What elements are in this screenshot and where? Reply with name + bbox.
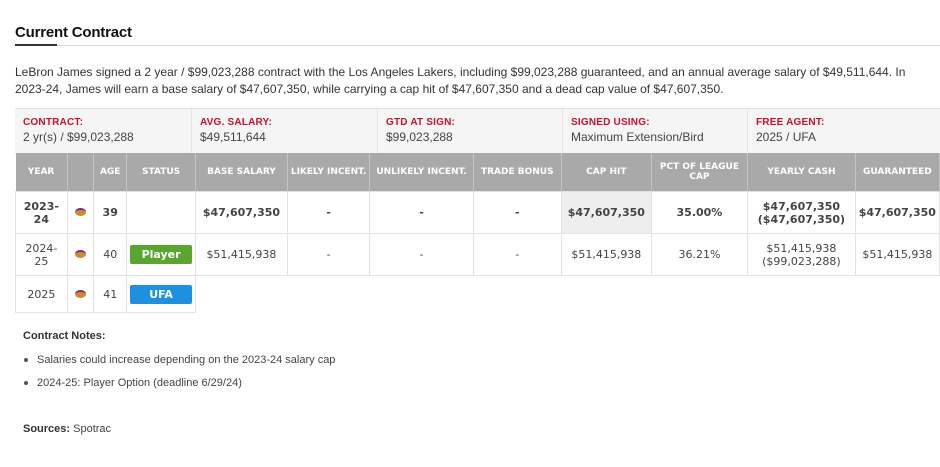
avg-salary-value: $49,511,644 — [200, 130, 266, 144]
col-cap-hit[interactable]: CAP HIT — [561, 153, 652, 192]
team-cell — [66, 191, 95, 234]
col-age[interactable]: AGE — [93, 153, 128, 192]
contract-table: YEAR AGE STATUS BASE SALARY LIKELY INCEN… — [15, 153, 940, 313]
status-cell: UFA — [126, 275, 197, 313]
lakers-logo-icon — [75, 208, 86, 216]
title-divider — [57, 45, 940, 46]
table-header-row: YEAR AGE STATUS BASE SALARY LIKELY INCEN… — [15, 153, 940, 192]
table-row: 2024-25 40 Player $51,415,938 - - - $51,… — [15, 233, 940, 276]
yearly-cash-value: $51,415,938 — [766, 241, 837, 255]
age-cell: 40 — [93, 233, 128, 276]
col-team — [67, 153, 95, 192]
col-year[interactable]: YEAR — [15, 153, 68, 192]
likely-incent-cell: - — [286, 191, 371, 234]
signed-using-label: SIGNED USING: — [571, 117, 650, 128]
title-underline — [15, 44, 57, 46]
yearly-cash-cell: $47,607,350 ($47,607,350) — [747, 191, 856, 234]
yearly-cash-value: $47,607,350 — [762, 199, 841, 213]
contract-notes-list: Salaries could increase depending on the… — [23, 352, 335, 398]
avg-salary-label: AVG. SALARY: — [200, 117, 273, 128]
sources-label: Sources: — [23, 423, 71, 435]
empty-cell — [196, 276, 940, 313]
yearly-cash-cumulative: ($47,607,350) — [757, 212, 846, 226]
likely-incent-cell: - — [286, 233, 371, 276]
pct-league-cap-cell: 35.00% — [650, 191, 749, 234]
signed-using-box: SIGNED USING: Maximum Extension/Bird — [563, 109, 748, 153]
ufa-badge[interactable]: UFA — [130, 284, 193, 304]
contract-value: 2 yr(s) / $99,023,288 — [23, 130, 134, 144]
free-agent-label: FREE AGENT: — [756, 117, 825, 128]
signed-using-value: Maximum Extension/Bird — [571, 130, 704, 144]
contract-summary-bar: CONTRACT: 2 yr(s) / $99,023,288 AVG. SAL… — [15, 108, 940, 154]
trade-bonus-cell: - — [472, 191, 562, 234]
year-cell: 2024-25 — [15, 233, 68, 276]
section-title: Current Contract — [15, 24, 132, 41]
yearly-cash-cumulative: ($99,023,288) — [762, 254, 841, 268]
guaranteed-cell: $51,415,938 — [854, 233, 940, 276]
list-item: 2024-25: Player Option (deadline 6/29/24… — [23, 375, 335, 398]
col-unlikely-incent[interactable]: UNLIKELY INCENT. — [369, 153, 474, 192]
year-cell: 2025 — [15, 275, 68, 313]
col-trade-bonus[interactable]: TRADE BONUS — [473, 153, 562, 192]
trade-bonus-cell: - — [472, 233, 562, 276]
status-cell — [126, 191, 197, 234]
col-base-salary[interactable]: BASE SALARY — [195, 153, 288, 192]
age-cell: 41 — [93, 275, 128, 313]
col-yearly-cash[interactable]: YEARLY CASH — [747, 153, 856, 192]
col-status[interactable]: STATUS — [126, 153, 197, 192]
base-salary-cell: $47,607,350 — [195, 191, 288, 234]
cap-hit-cell: $47,607,350 — [560, 191, 652, 234]
yearly-cash-cell: $51,415,938 ($99,023,288) — [747, 233, 856, 276]
col-likely-incent[interactable]: LIKELY INCENT. — [287, 153, 371, 192]
unlikely-incent-cell: - — [369, 191, 474, 234]
unlikely-incent-cell: - — [369, 233, 474, 276]
gtd-value: $99,023,288 — [386, 130, 453, 144]
free-agent-box: FREE AGENT: 2025 / UFA — [748, 109, 940, 153]
gtd-at-sign-box: GTD AT SIGN: $99,023,288 — [378, 109, 563, 153]
col-guaranteed[interactable]: GUARANTEED — [855, 153, 940, 192]
cap-hit-cell: $51,415,938 — [560, 233, 652, 276]
player-option-badge[interactable]: Player — [130, 245, 193, 264]
contract-summary: LeBron James signed a 2 year / $99,023,2… — [15, 65, 906, 96]
list-item: Salaries could increase depending on the… — [23, 352, 335, 375]
sources-link[interactable]: Spotrac — [70, 423, 112, 435]
free-agent-value: 2025 / UFA — [756, 130, 817, 144]
team-cell — [66, 275, 95, 313]
contract-notes-title: Contract Notes: — [23, 330, 106, 342]
sources-line: Sources: Spotrac — [23, 423, 111, 435]
contract-label: CONTRACT: — [23, 117, 84, 128]
contract-length-box: CONTRACT: 2 yr(s) / $99,023,288 — [15, 109, 192, 153]
avg-salary-box: AVG. SALARY: $49,511,644 — [192, 109, 378, 153]
age-cell: 39 — [93, 191, 128, 234]
base-salary-cell: $51,415,938 — [195, 233, 288, 276]
table-row: 2025 41 UFA — [15, 275, 940, 313]
lakers-logo-icon — [75, 289, 86, 298]
pct-league-cap-cell: 36.21% — [650, 233, 749, 276]
guaranteed-cell: $47,607,350 — [854, 191, 940, 234]
team-cell — [66, 233, 95, 276]
col-pct-league-cap[interactable]: PCT OF LEAGUE CAP — [651, 153, 749, 192]
table-row: 2023-24 39 $47,607,350 - - - $47,607,350… — [15, 191, 940, 234]
gtd-label: GTD AT SIGN: — [386, 117, 456, 128]
status-cell: Player — [126, 233, 197, 276]
year-cell: 2023-24 — [15, 191, 68, 234]
lakers-logo-icon — [75, 250, 86, 258]
